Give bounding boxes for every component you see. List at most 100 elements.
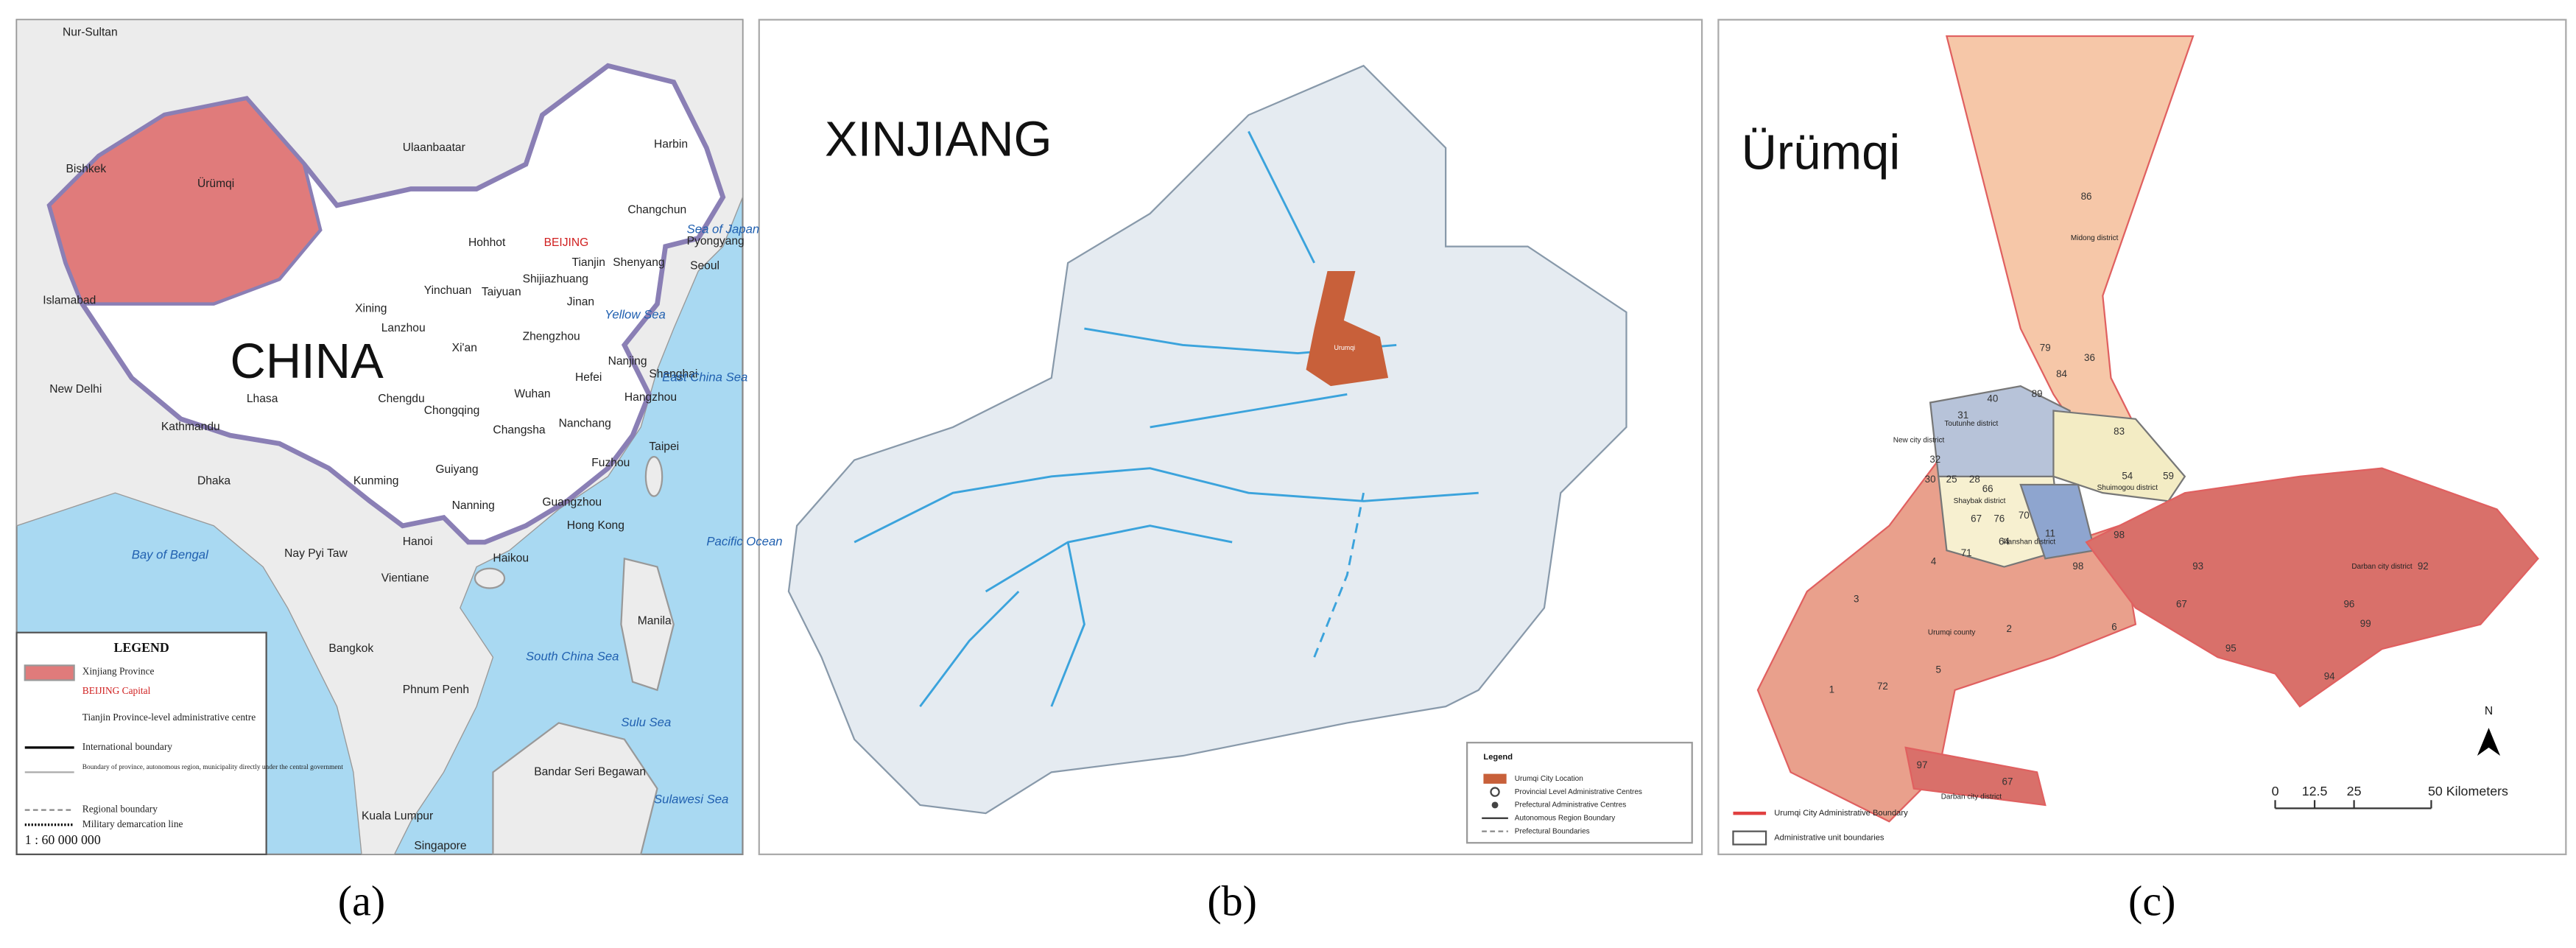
district-label: Darban city district	[2351, 563, 2413, 571]
darban-city-district	[2085, 467, 2539, 708]
district-label: New city district	[1893, 436, 1945, 444]
legend-swatch	[1732, 830, 1767, 846]
place-label: Changchun	[627, 204, 686, 217]
unit-number: 36	[2084, 352, 2095, 363]
unit-number: 66	[1982, 483, 1993, 494]
unit-number: 95	[2225, 643, 2237, 654]
place-label: BEIJING	[544, 236, 589, 249]
sea-label: Yellow Sea	[605, 308, 666, 322]
unit-number: 40	[1987, 393, 1998, 404]
unit-number: 86	[2081, 191, 2092, 202]
place-label: Singapore	[414, 840, 466, 852]
place-label: Lanzhou	[381, 322, 426, 334]
legend-item: Provincial Level Administrative Centres	[1515, 788, 1642, 796]
unit-number: 84	[2056, 368, 2067, 379]
place-label: Xining	[355, 302, 387, 315]
place-label: Kuala Lumpur	[362, 810, 433, 823]
place-label: Lhasa	[247, 393, 278, 405]
place-label: New Delhi	[49, 383, 102, 396]
place-label: Haikou	[493, 552, 529, 564]
unit-number: 72	[1877, 681, 1888, 692]
legend-swatch	[1483, 773, 1507, 784]
unit-number: 31	[1957, 410, 1968, 421]
legend-symbol	[1490, 787, 1500, 797]
sea-label: Sea of Japan	[687, 222, 760, 236]
unit-number: 54	[2122, 470, 2133, 481]
panel-caption: (c)	[2128, 877, 2175, 924]
unit-number: 4	[1931, 555, 1937, 566]
place-label: Chengdu	[378, 393, 424, 405]
unit-number: 6	[2111, 622, 2116, 633]
place-label: Manila	[638, 614, 672, 627]
unit-number: 71	[1961, 547, 1972, 558]
sea-label: Sulawesi Sea	[654, 793, 728, 807]
darban-city-strip	[1904, 746, 2047, 807]
sea-label: East China Sea	[662, 370, 747, 384]
place-label: Fuzhou	[591, 457, 630, 469]
place-label: Kathmandu	[161, 421, 220, 433]
unit-number: 3	[1854, 594, 1859, 605]
place-label: Jinan	[567, 296, 594, 309]
place-label: Shenyang	[613, 256, 664, 269]
unit-number: 30	[1925, 474, 1936, 485]
unit-number: 11	[2045, 527, 2055, 538]
unit-number: 5	[1936, 664, 1941, 675]
place-label: Xi'an	[452, 342, 477, 354]
legend-item: Boundary of province, autonomous region,…	[82, 763, 343, 771]
hainan	[474, 567, 506, 589]
panel-caption: (b)	[1207, 877, 1257, 924]
place-label: Guangzhou	[542, 496, 602, 509]
place-label: Nay Pyi Taw	[284, 547, 348, 560]
legend-title: Legend	[1483, 753, 1513, 762]
unit-number: 67	[1971, 513, 1982, 524]
legend-item: Prefectural Boundaries	[1515, 827, 1590, 835]
place-label: Ulaanbaatar	[403, 141, 465, 154]
place-label: Zhengzhou	[523, 330, 580, 343]
place-label: Taiyuan	[482, 286, 521, 298]
legend-scale: 1 : 60 000 000	[25, 832, 101, 847]
place-label: Bangkok	[328, 642, 373, 655]
north-label: N	[2485, 705, 2493, 717]
scale-label: 12.5	[2302, 784, 2328, 798]
legend-item: Xinjiang Province	[82, 665, 155, 676]
panel-title: CHINA	[230, 334, 384, 389]
panel-b-map	[758, 18, 1703, 855]
legend-item: Tianjin Province-level administrative ce…	[82, 712, 256, 723]
place-label: Guiyang	[435, 463, 478, 476]
place-label: Hong Kong	[567, 519, 624, 532]
taiwan	[644, 455, 664, 497]
place-label: Harbin	[654, 138, 688, 150]
unit-number: 67	[2176, 598, 2187, 609]
place-label: Phnum Penh	[403, 684, 469, 696]
panel-title: XINJIANG	[825, 112, 1052, 167]
place-label: Urumqi	[1334, 344, 1355, 351]
panel-caption: (a)	[338, 877, 385, 924]
legend-item: Prefectural Administrative Centres	[1515, 801, 1626, 810]
unit-number: 67	[2002, 776, 2013, 787]
place-label: Shijiazhuang	[523, 273, 588, 285]
sea-label: Sulu Sea	[621, 715, 671, 729]
unit-number: 59	[2163, 470, 2174, 481]
place-label: Hefei	[575, 371, 602, 384]
place-label: Taipei	[649, 440, 679, 453]
sea-label: Bay of Bengal	[132, 547, 209, 561]
place-label: Seoul	[690, 259, 719, 272]
unit-number: 25	[1946, 474, 1957, 485]
sea-label: South China Sea	[526, 650, 619, 664]
district-label: Midong district	[2071, 234, 2119, 242]
place-label: Bishkek	[66, 163, 107, 175]
place-label: Kunming	[353, 475, 399, 488]
place-label: Shanghai	[649, 368, 697, 381]
unit-number: 70	[2019, 510, 2030, 521]
legend-item: Military demarcation line	[82, 818, 183, 829]
philippines	[620, 557, 675, 692]
place-label: Changsha	[493, 424, 545, 437]
place-label: Nanjing	[608, 355, 647, 368]
place-label: Bandar Seri Begawan	[534, 765, 646, 778]
place-label: Islamabad	[43, 294, 96, 306]
legend-box	[1466, 742, 1693, 844]
place-label: Yinchuan	[424, 284, 472, 297]
unit-number: 97	[1917, 759, 1928, 770]
legend-item: Autonomous Region Boundary	[1515, 814, 1615, 822]
unit-number: 98	[2114, 530, 2125, 541]
